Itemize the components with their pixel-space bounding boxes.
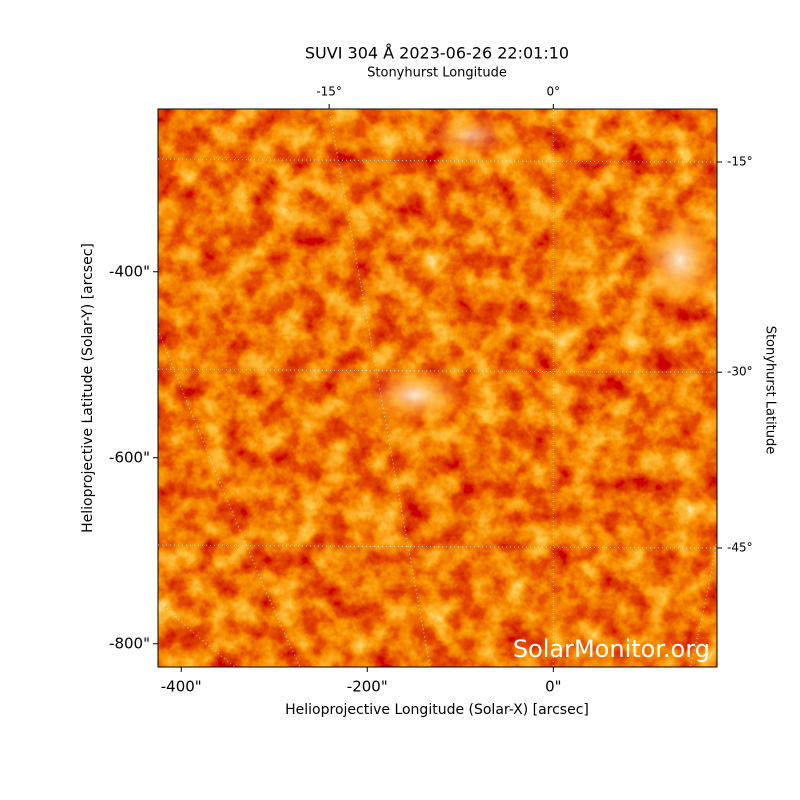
y-tick-label: -800" (109, 634, 150, 652)
y-tick-label: -600" (109, 448, 150, 466)
x-axis-label: Helioprojective Longitude (Solar-X) [arc… (285, 702, 589, 718)
y2-tick-label: -30° (727, 365, 753, 379)
y2-tick-label: -45° (727, 540, 753, 554)
x2-axis-label: Stonyhurst Longitude (367, 66, 507, 81)
y2-tick-label: -15° (727, 155, 753, 169)
solar-image (158, 109, 717, 667)
x2-tick-label: 0° (546, 85, 560, 99)
y2-axis-label: Stonyhurst Latitude (763, 326, 778, 455)
plot-frame (157, 108, 718, 668)
y-axis-label: Helioprojective Latitude (Solar-Y) [arcs… (80, 243, 96, 533)
watermark: SolarMonitor.org (513, 635, 710, 663)
limb-grid-line (158, 599, 236, 667)
x-tick-label: -400" (161, 678, 202, 696)
lon-grid-line (328, 109, 431, 667)
y-tick-label: -400" (109, 262, 150, 280)
chart-title: SUVI 304 Å 2023-06-26 22:01:10 (305, 44, 569, 63)
x-tick-label: 0" (545, 678, 561, 696)
x-tick-label: -200" (347, 678, 388, 696)
lon-grid-line (689, 539, 717, 667)
x2-tick-label: -15° (316, 85, 342, 99)
